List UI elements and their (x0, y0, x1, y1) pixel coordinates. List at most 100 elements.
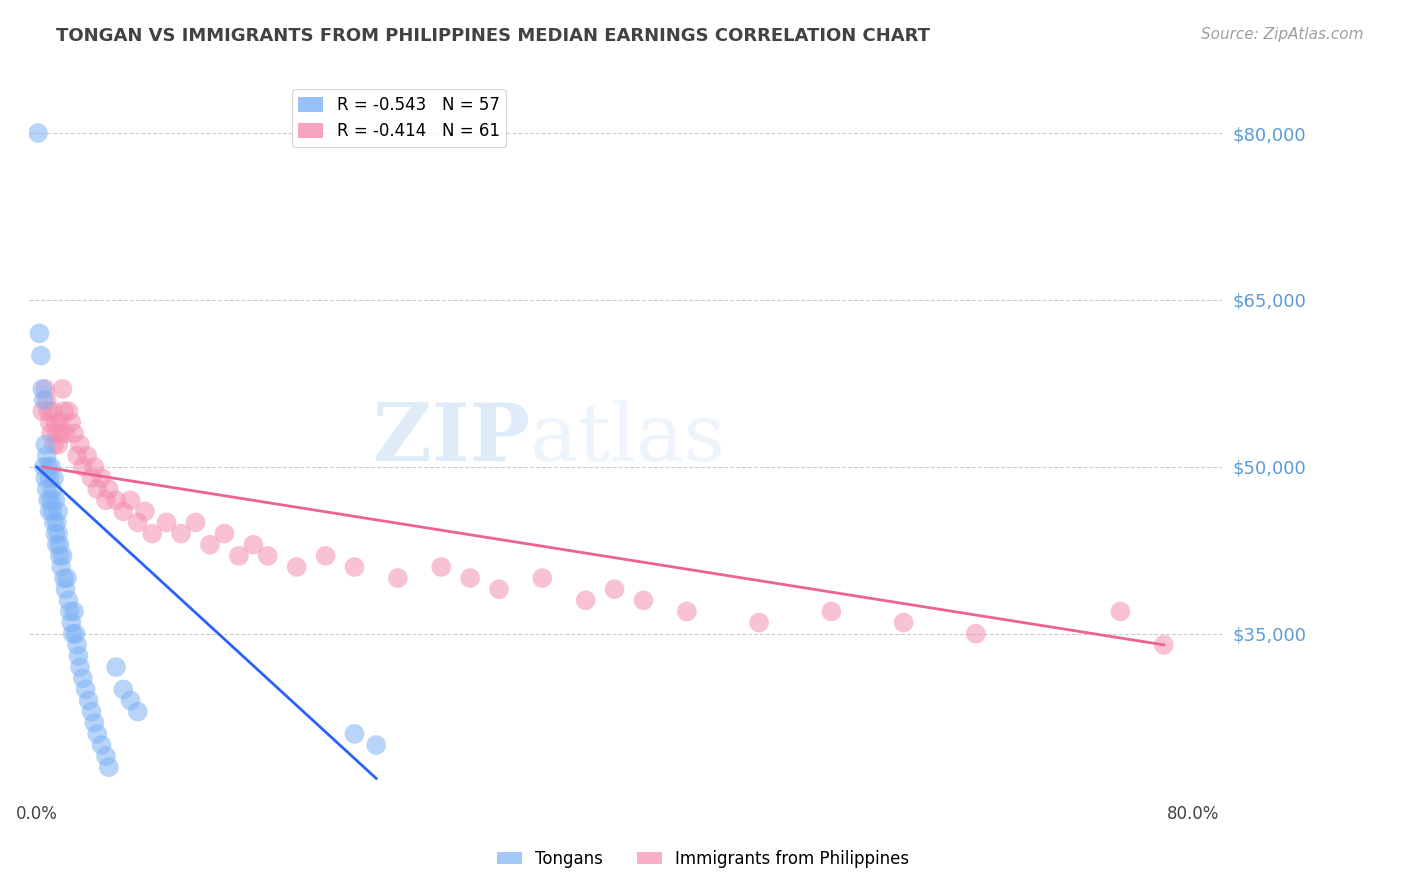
Point (105, 660, 128, 674)
Point (48, 538, 70, 552)
Point (488, 582, 510, 597)
Point (35, 449, 58, 463)
Point (676, 605, 699, 619)
Point (31, 404, 53, 418)
Text: TONGAN VS IMMIGRANTS FROM PHILIPPINES MEDIAN EARNINGS CORRELATION CHART: TONGAN VS IMMIGRANTS FROM PHILIPPINES ME… (56, 27, 931, 45)
Point (48, 549, 70, 563)
Point (49, 560, 72, 574)
Point (30, 349, 52, 363)
Point (41, 482, 63, 496)
Point (965, 626, 987, 640)
Point (83, 459, 105, 474)
Point (60, 415, 83, 429)
Point (90, 471, 112, 485)
Point (228, 549, 250, 563)
Point (458, 571, 481, 585)
Point (343, 727, 366, 741)
Point (72, 671, 94, 685)
Point (86, 727, 108, 741)
Point (430, 560, 453, 574)
Point (575, 593, 598, 607)
Point (315, 549, 337, 563)
Point (37, 404, 59, 418)
Text: atlas: atlas (530, 400, 725, 478)
Point (83, 715, 105, 730)
Point (46, 437, 69, 451)
Point (112, 682, 135, 697)
Legend: Tongans, Immigrants from Philippines: Tongans, Immigrants from Philippines (491, 844, 915, 875)
Point (820, 605, 842, 619)
Point (66, 638, 89, 652)
Point (366, 738, 388, 752)
Point (75, 682, 97, 697)
Point (31, 382, 53, 396)
Point (748, 615, 770, 630)
Point (112, 504, 135, 518)
Point (60, 615, 83, 630)
Point (58, 593, 80, 607)
Point (80, 471, 103, 485)
Legend: R = -0.543   N = 57, R = -0.414   N = 61: R = -0.543 N = 57, R = -0.414 N = 61 (291, 89, 506, 147)
Text: Source: ZipAtlas.com: Source: ZipAtlas.com (1201, 27, 1364, 42)
Point (27, 126, 49, 140)
Point (41, 404, 63, 418)
Point (45, 516, 67, 530)
Point (38, 504, 60, 518)
Text: ZIP: ZIP (373, 400, 530, 478)
Point (46, 504, 69, 518)
Point (55, 426, 77, 441)
Point (531, 571, 554, 585)
Point (55, 582, 77, 597)
Point (34, 437, 56, 451)
Point (42, 437, 65, 451)
Point (343, 560, 366, 574)
Point (38, 471, 60, 485)
Point (42, 516, 65, 530)
Point (52, 382, 75, 396)
Point (214, 526, 236, 541)
Point (105, 493, 128, 508)
Point (44, 415, 66, 429)
Point (184, 516, 207, 530)
Point (38, 415, 60, 429)
Point (97, 760, 120, 774)
Point (97, 482, 120, 496)
Point (198, 538, 221, 552)
Point (58, 404, 80, 418)
Point (56, 571, 79, 585)
Point (35, 482, 58, 496)
Point (80, 705, 103, 719)
Point (242, 538, 264, 552)
Point (1153, 638, 1175, 652)
Point (45, 426, 67, 441)
Point (90, 738, 112, 752)
Point (76, 449, 98, 463)
Point (41, 504, 63, 518)
Point (34, 382, 56, 396)
Point (34, 471, 56, 485)
Point (127, 516, 149, 530)
Point (134, 504, 156, 518)
Point (46, 526, 69, 541)
Point (65, 626, 87, 640)
Point (94, 493, 117, 508)
Point (42, 471, 65, 485)
Point (127, 705, 149, 719)
Point (387, 571, 409, 585)
Point (39, 459, 62, 474)
Point (633, 593, 655, 607)
Point (53, 571, 76, 585)
Point (69, 660, 91, 674)
Point (603, 582, 626, 597)
Point (77, 693, 100, 707)
Point (39, 493, 62, 508)
Point (66, 449, 89, 463)
Point (53, 404, 76, 418)
Point (120, 693, 142, 707)
Point (94, 749, 117, 764)
Point (48, 415, 70, 429)
Point (49, 426, 72, 441)
Point (44, 493, 66, 508)
Point (156, 516, 179, 530)
Point (120, 493, 142, 508)
